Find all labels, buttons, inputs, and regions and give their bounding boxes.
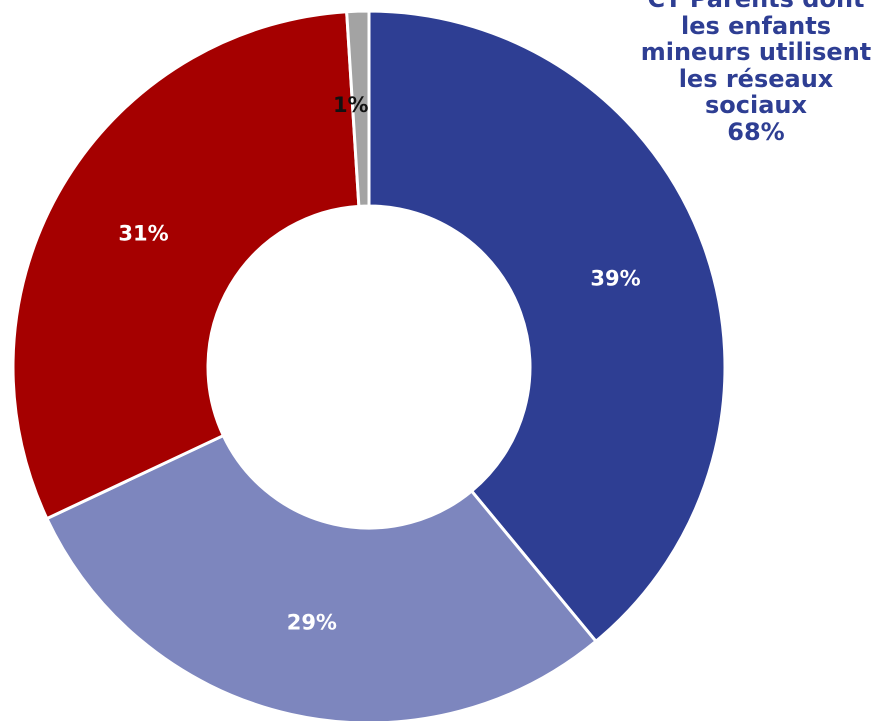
annotation-line-3: mineurs utilisent — [640, 38, 872, 66]
annotation-line-2: les enfants — [681, 11, 831, 40]
annotation-line-6: 68% — [727, 117, 785, 146]
annotation-line-1: CT Parents dont — [608, 0, 886, 13]
slice-label-3: 31% — [118, 222, 168, 246]
donut-slice-4 — [345, 9, 371, 208]
chart-annotation: CT Parents dont les enfants mineurs util… — [608, 0, 886, 145]
slice-label-4: 1% — [333, 93, 369, 117]
donut-slice-2 — [44, 433, 599, 721]
slice-label-2: 29% — [287, 611, 337, 635]
annotation-line-4: les réseaux — [678, 64, 834, 93]
annotation-line-5: sociaux — [705, 91, 807, 119]
donut-slice-1 — [367, 9, 727, 644]
slice-label-1: 39% — [590, 266, 640, 290]
donut-slice-3 — [11, 10, 361, 521]
slice-labels: 39% 29% 31% 1% — [118, 93, 640, 635]
donut-slices — [11, 9, 727, 721]
